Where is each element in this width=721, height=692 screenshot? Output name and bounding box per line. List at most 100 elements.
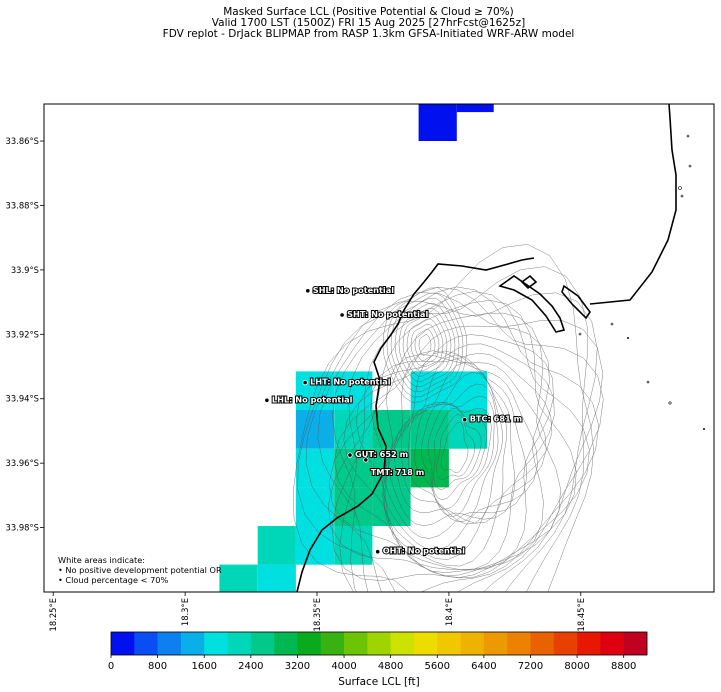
- lat-tick-label: 33.92°S: [6, 329, 39, 339]
- terrain-contour: [292, 244, 594, 592]
- coastline-pier: [520, 274, 538, 290]
- station-label: TMT: 718 m: [371, 467, 424, 477]
- lcl-cell: [219, 564, 258, 592]
- terrain-contour: [328, 300, 577, 578]
- station-marker: SHT: No potential: [339, 308, 429, 320]
- terrain-contour: [388, 354, 516, 527]
- terrain-contour: [297, 266, 588, 592]
- colorbar-swatch: [483, 632, 508, 655]
- colorbar-tick-label: 4000: [331, 661, 356, 672]
- terrain-contour: [382, 350, 538, 551]
- colorbar-tick-label: 5600: [425, 661, 450, 672]
- terrain-contour: [332, 286, 604, 592]
- colorbar-swatch: [274, 632, 298, 655]
- lcl-cell: [372, 487, 411, 526]
- station-marker: BTC: 681 m: [462, 413, 523, 425]
- map-frame: [43, 103, 715, 593]
- station-marker: OHT: No potential: [375, 545, 466, 557]
- station-dot: [302, 379, 308, 386]
- colorbar-tick-label: 7200: [518, 661, 543, 672]
- terrain-contour: [384, 350, 528, 539]
- lon-tick-label: 18.25°E: [48, 598, 58, 631]
- stations: SHL: No potential SHT: No potential LHT: N…: [264, 284, 523, 557]
- legend-note-cloud: • Cloud percentage < 70%: [58, 575, 169, 585]
- lon-tick-label: 18.45°E: [576, 598, 586, 631]
- station-dot: [363, 457, 369, 463]
- coastline-west: [296, 257, 535, 592]
- lcl-cell: [448, 410, 488, 449]
- lat-tick-label: 33.88°S: [6, 200, 39, 210]
- colorbar-swatch: [577, 632, 601, 655]
- colorbar-tick-label: 0: [108, 661, 114, 672]
- terrain-contour: [420, 401, 492, 510]
- colorbar-swatch: [320, 632, 345, 655]
- terrain-contour: [339, 286, 599, 592]
- station-marker: TMT: 718 m: [363, 457, 425, 478]
- colorbar-swatch: [460, 632, 485, 655]
- terrain-contour: [386, 292, 464, 398]
- colorbar-frame: [110, 631, 648, 656]
- terrain-contour: [433, 408, 482, 490]
- terrain-contour: [394, 303, 456, 387]
- terrain-contour: [355, 343, 555, 570]
- terrain-contour: [414, 395, 495, 518]
- colorbar-tick-label: 2400: [238, 661, 263, 672]
- colorbar-swatch: [180, 632, 205, 655]
- colorbar-swatch: [600, 632, 624, 655]
- colorbar-tick-label: 4800: [378, 661, 403, 672]
- colorbar-swatch: [437, 632, 461, 655]
- station-dot: [305, 288, 311, 294]
- station-marker: SHL: No potential: [305, 284, 395, 296]
- colorbar-tick-label: 3200: [285, 661, 310, 672]
- terrain-contour: [418, 334, 432, 356]
- terrain-contour: [394, 361, 508, 524]
- terrain-contour: [436, 414, 475, 480]
- terrain-contour: [382, 354, 547, 560]
- colorbar-swatch: [250, 632, 275, 655]
- colorbar-swatch: [227, 632, 252, 655]
- colorbar: 0 800 1600 2400 3200 4000 4800 5600 6400 7200 8000…: [108, 631, 648, 688]
- colorbar-swatch: [507, 632, 531, 655]
- colorbar-swatch: [297, 632, 322, 655]
- terrain-contours: [292, 244, 604, 592]
- colorbar-tick-label: 6400: [471, 661, 496, 672]
- terrain-contour: [406, 318, 444, 372]
- lat-tick-label: 33.98°S: [6, 523, 39, 533]
- station-label: SHL: No potential: [313, 285, 394, 295]
- lcl-cell: [334, 371, 373, 411]
- lcl-cell: [418, 104, 457, 141]
- colorbar-swatch: [553, 632, 578, 655]
- station-label: BTC: 681 m: [470, 414, 522, 424]
- lcl-cell: [410, 371, 449, 411]
- lat-tick-label: 33.86°S: [6, 136, 39, 146]
- terrain-contour: [440, 421, 469, 474]
- longitude-axis: 18.25°E 18.3°E 18.35°E 18.4°E 18.45°E: [48, 592, 586, 631]
- station-dot: [339, 312, 345, 318]
- colorbar-swatch: [134, 632, 158, 655]
- lat-tick-label: 33.9°S: [11, 265, 39, 275]
- colorbar-swatch: [157, 632, 182, 655]
- islets: [578, 134, 706, 431]
- lon-tick-label: 18.3°E: [180, 598, 190, 626]
- station-label: OHT: No potential: [383, 546, 465, 556]
- lat-tick-label: 33.94°S: [6, 394, 39, 404]
- station-label: LHL: No potential: [272, 394, 353, 404]
- colorbar-swatch: [367, 632, 391, 655]
- station-dot: [264, 397, 270, 403]
- station-dot: [347, 452, 353, 458]
- station-dot: [462, 417, 468, 423]
- colorbar-swatch: [413, 632, 438, 655]
- title-line-2: Valid 1700 LST (1500Z) FRI 15 Aug 2025 […: [211, 17, 526, 29]
- lcl-cell: [456, 104, 494, 113]
- colorbar-swatch: [204, 632, 228, 655]
- terrain-contour: [402, 313, 448, 377]
- colorbar-swatch: [344, 632, 368, 655]
- terrain-contour: [334, 325, 550, 573]
- station-marker: LHT: No potential: [302, 376, 392, 388]
- latitude-axis: 33.86°S 33.88°S 33.9°S 33.92°S 33.94°S 33.96°…: [6, 136, 44, 533]
- lon-tick-label: 18.35°E: [312, 598, 322, 631]
- colorbar-tick-label: 8000: [564, 661, 589, 672]
- station-marker: GUT: 652 m: [347, 448, 409, 460]
- colorbar-swatch: [530, 632, 555, 655]
